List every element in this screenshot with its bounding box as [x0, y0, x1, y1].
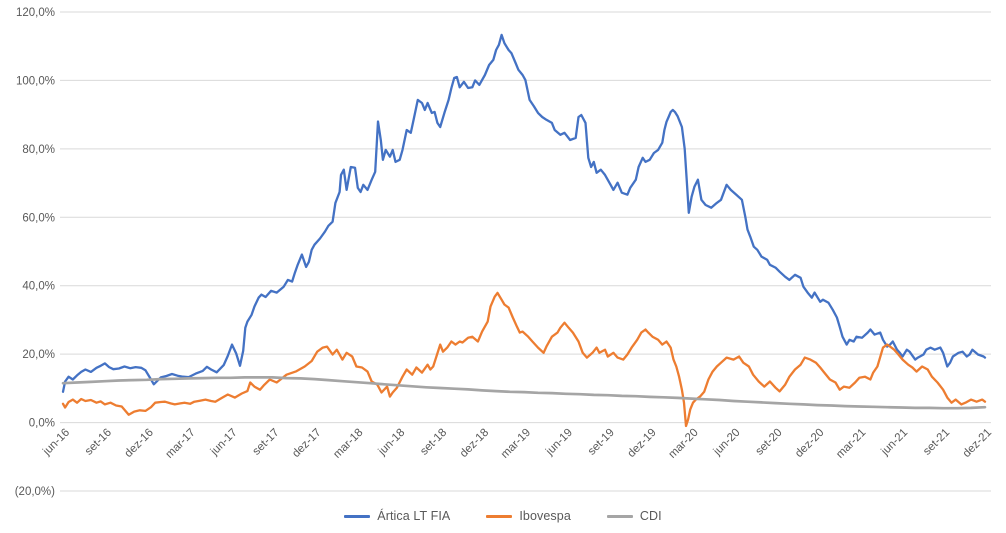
- y-tick-label: 80,0%: [22, 144, 55, 156]
- legend-item-ibovespa: Ibovespa: [486, 509, 571, 523]
- x-tick-label: set-20: [754, 427, 785, 458]
- x-tick-label: mar-18: [331, 427, 365, 461]
- y-axis-tick-labels: 120,0% 100,0% 80,0% 60,0% 40,0% 20,0% 0,0% (20,…: [15, 7, 55, 498]
- x-tick-label: dez-17: [290, 427, 323, 460]
- legend-swatch-rtica-lt-fia: [344, 514, 371, 518]
- legend-item-cdi: CDI: [606, 509, 662, 523]
- x-tick-label: dez-18: [458, 427, 491, 460]
- y-tick-label: 120,0%: [16, 7, 55, 19]
- legend-label-ibovespa: Ibovespa: [519, 509, 571, 523]
- x-tick-label: set-17: [251, 427, 282, 458]
- x-tick-label: dez-21: [961, 427, 994, 460]
- x-tick-label: set-19: [586, 427, 617, 458]
- series-line-rtica-lt-fia: [61, 33, 987, 393]
- series-lines: [61, 33, 987, 428]
- legend-swatch-cdi: [606, 514, 633, 518]
- y-tick-label: 40,0%: [22, 281, 55, 293]
- legend-item-rtica-lt-fia: Ártica LT FIA: [344, 509, 450, 523]
- x-tick-label: jun-20: [711, 427, 743, 459]
- x-tick-label: dez-16: [123, 427, 156, 460]
- x-tick-label: set-21: [921, 427, 952, 458]
- x-tick-label: mar-20: [666, 427, 700, 461]
- chart-legend: Ártica LT FIA Ibovespa CDI: [0, 503, 1006, 529]
- y-tick-label: 60,0%: [22, 212, 55, 224]
- legend-label-cdi: CDI: [639, 509, 662, 523]
- x-tick-label: jun-19: [543, 427, 575, 459]
- x-tick-label: dez-19: [625, 427, 658, 460]
- x-tick-label: jun-17: [208, 427, 240, 459]
- x-tick-label: dez-20: [793, 427, 826, 460]
- x-tick-label: mar-19: [499, 427, 533, 461]
- y-tick-label: 20,0%: [22, 349, 55, 361]
- x-tick-label: mar-21: [834, 427, 868, 461]
- legend-label-rtica-lt-fia: Ártica LT FIA: [377, 509, 451, 523]
- x-tick-label: jun-16: [40, 427, 72, 459]
- x-tick-label: mar-17: [164, 427, 198, 461]
- x-tick-label: jun-18: [376, 427, 408, 459]
- legend-swatch-ibovespa: [486, 514, 513, 518]
- y-tick-label: 0,0%: [29, 418, 55, 430]
- x-tick-label: set-18: [418, 427, 449, 458]
- y-tick-label: 100,0%: [16, 75, 55, 87]
- x-tick-label: jun-21: [879, 427, 911, 459]
- series-line-ibovespa: [61, 291, 987, 428]
- series-line-cdi: [61, 376, 987, 410]
- x-tick-label: set-16: [83, 427, 114, 458]
- y-tick-label: (20,0%): [15, 486, 55, 498]
- gridlines: [60, 11, 991, 492]
- x-axis-tick-labels: jun-16 set-16 dez-16 mar-17 jun-17 set-17 dez-…: [40, 427, 994, 461]
